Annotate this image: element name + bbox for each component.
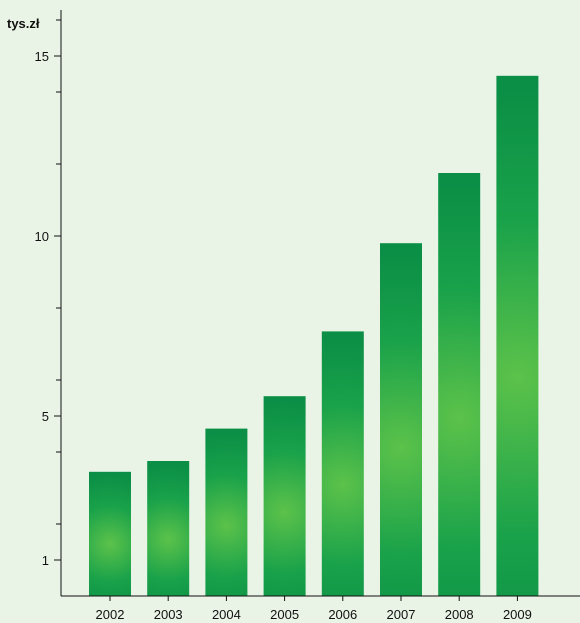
bar-2007: [380, 243, 422, 596]
bar-2004: [205, 428, 248, 596]
y-tick-label-1: 1: [42, 553, 49, 568]
x-tick-label-2003: 2003: [154, 607, 183, 622]
bar-2009: [496, 75, 539, 597]
bars-layer: [89, 75, 539, 597]
y-axis-unit-label: tys.zł: [7, 16, 40, 31]
x-tick-label-2007: 2007: [387, 607, 416, 622]
y-tick-label-5: 5: [42, 409, 49, 424]
x-tick-label-2009: 2009: [503, 607, 532, 622]
bar-2008: [438, 173, 481, 596]
bar-2003: [147, 461, 190, 596]
bar-2002: [89, 471, 131, 596]
x-tick-label-2002: 2002: [96, 607, 125, 622]
y-tick-label-10: 10: [35, 229, 49, 244]
x-tick-label-2006: 2006: [328, 607, 357, 622]
x-tick-label-2008: 2008: [445, 607, 474, 622]
x-tick-label-2004: 2004: [212, 607, 241, 622]
x-tick-label-2005: 2005: [270, 607, 299, 622]
y-tick-label-15: 15: [35, 49, 49, 64]
bar-2005: [263, 396, 306, 596]
bar-2006: [321, 331, 364, 596]
